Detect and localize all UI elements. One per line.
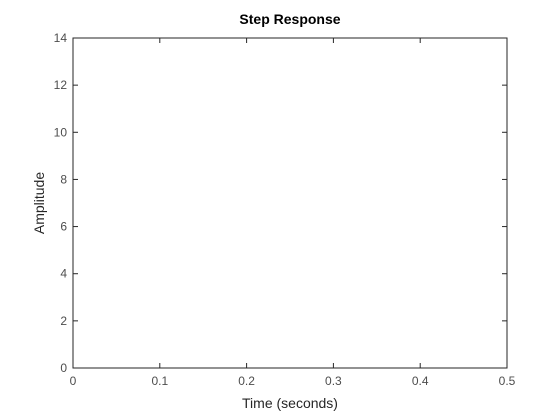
x-tick-label: 0.3: [325, 374, 342, 388]
x-tick-label: 0.4: [412, 374, 429, 388]
x-tick-label: 0.2: [238, 374, 255, 388]
x-tick-label: 0: [70, 374, 77, 388]
x-tick-label: 0.1: [151, 374, 168, 388]
y-tick-label: 2: [60, 314, 67, 328]
y-tick-label: 10: [54, 125, 68, 139]
y-tick-label: 12: [54, 78, 68, 92]
y-axis-label: Amplitude: [31, 172, 47, 234]
chart-title: Step Response: [239, 11, 340, 27]
y-tick-label: 6: [60, 220, 67, 234]
y-tick-label: 8: [60, 172, 67, 186]
x-tick-label: 0.5: [499, 374, 516, 388]
x-axis-label: Time (seconds): [242, 395, 338, 411]
y-tick-label: 0: [60, 361, 67, 375]
plot-area[interactable]: [72, 37, 508, 369]
axis-ticks: 0 0.1 0.2 0.3 0.4 0.5 0 2 4 6 8 10 12 14: [54, 31, 516, 388]
y-tick-label: 14: [54, 31, 68, 45]
y-tick-label: 4: [60, 267, 67, 281]
